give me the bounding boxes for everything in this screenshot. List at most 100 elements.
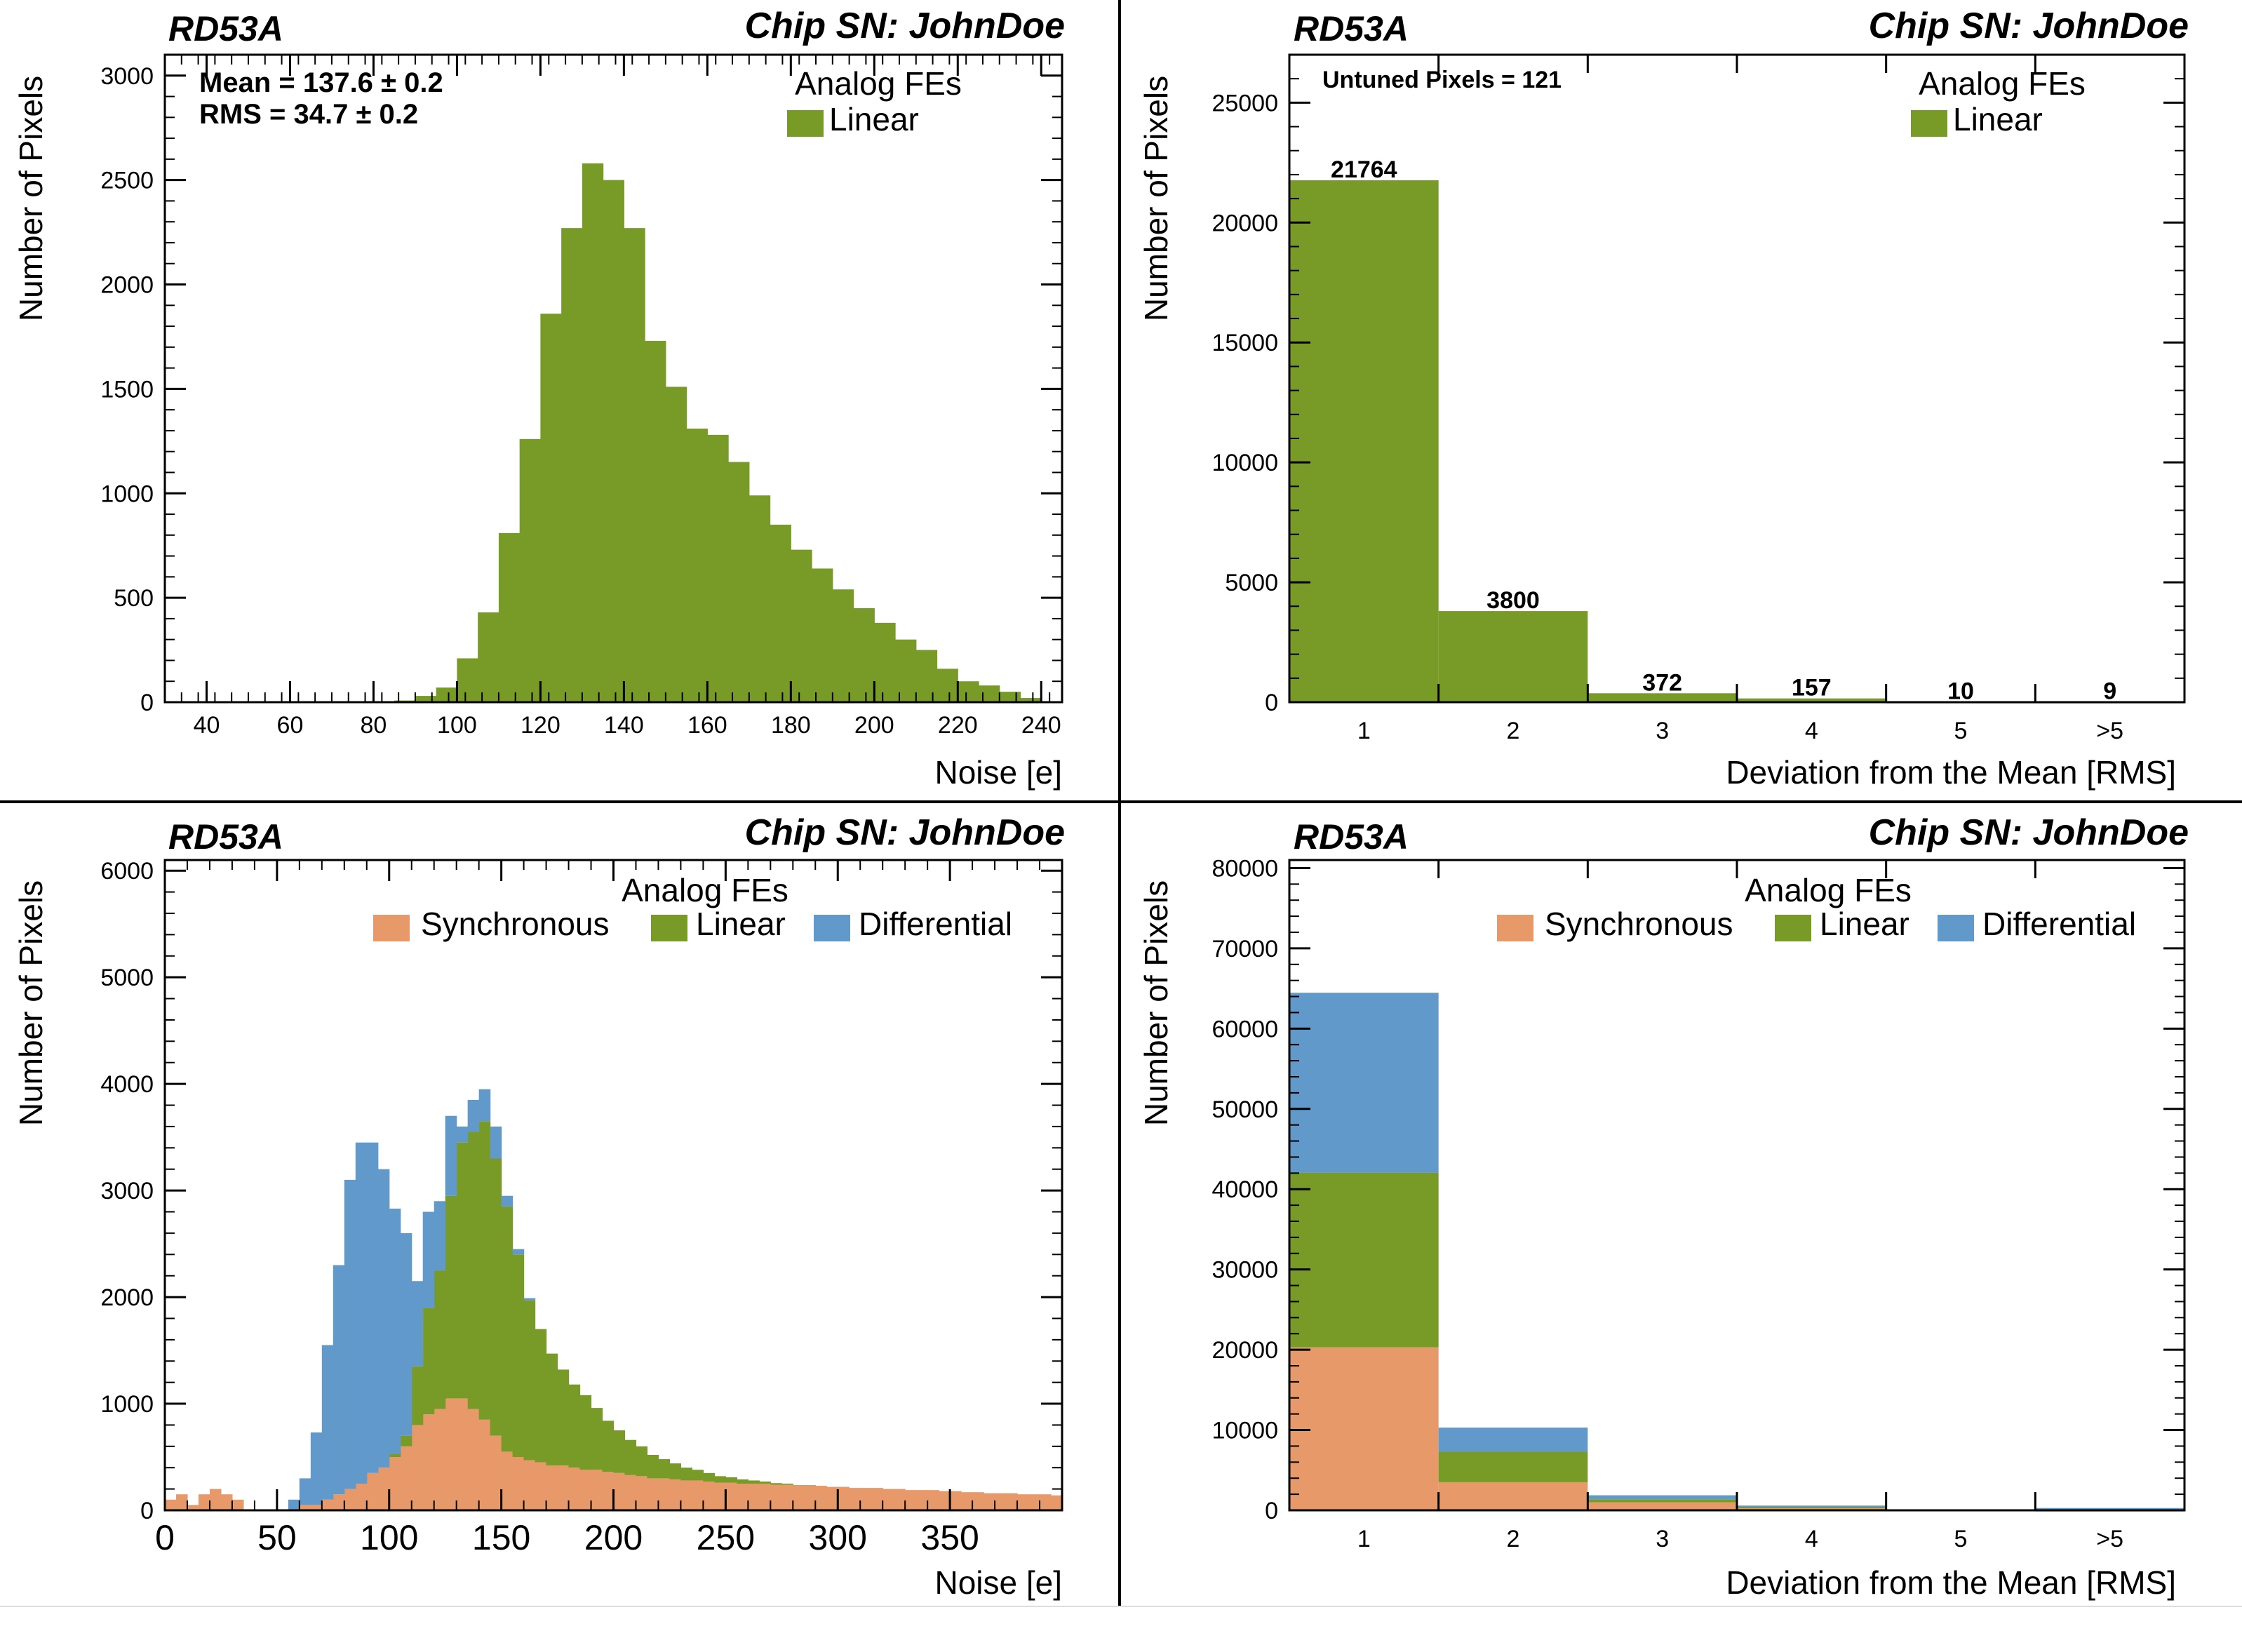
bar-linear bbox=[999, 692, 1021, 702]
stacked-deviation-bars bbox=[1289, 993, 2184, 1512]
y-tick-label: 70000 bbox=[1211, 936, 1278, 962]
bar-linear bbox=[415, 696, 437, 702]
y-tick-label: 25000 bbox=[1211, 90, 1278, 116]
chip-sn-label: Chip SN: JohnDoe bbox=[745, 812, 1065, 853]
y-tick-label: 5000 bbox=[100, 965, 154, 991]
legend-label-differential: Differential bbox=[1982, 906, 2136, 942]
bar-linear bbox=[793, 1485, 805, 1486]
bar-linear bbox=[434, 1270, 446, 1409]
bar-synchronous bbox=[1289, 1347, 1439, 1510]
bar-linear bbox=[478, 1121, 491, 1420]
bar-synchronous bbox=[882, 1489, 894, 1510]
bar-linear bbox=[728, 462, 750, 702]
bar-synchronous bbox=[1737, 1507, 1886, 1510]
bar-synchronous bbox=[1028, 1494, 1040, 1510]
bar-value-label: 10 bbox=[1947, 678, 1974, 705]
bar-synchronous bbox=[624, 1475, 637, 1510]
bar-synchronous bbox=[737, 1484, 749, 1510]
bar-differential bbox=[1737, 1505, 1886, 1507]
bar-linear bbox=[540, 314, 562, 702]
bar-linear bbox=[602, 1421, 615, 1472]
stacked-histogram-bars bbox=[165, 1089, 1063, 1510]
bar-synchronous bbox=[849, 1488, 861, 1510]
bar-linear bbox=[546, 1353, 558, 1466]
bar-synchronous bbox=[770, 1484, 782, 1510]
rd53a-label: RD53A bbox=[168, 9, 283, 48]
bar-synchronous bbox=[299, 1505, 311, 1510]
bar-differential bbox=[490, 1126, 502, 1159]
bar-linear bbox=[478, 612, 499, 702]
bar-linear bbox=[561, 228, 583, 702]
bar-differential bbox=[467, 1099, 480, 1132]
x-category-label: 2 bbox=[1507, 718, 1520, 744]
bar-differential bbox=[355, 1142, 368, 1484]
bar-synchronous bbox=[501, 1451, 513, 1510]
bar-linear bbox=[853, 608, 875, 702]
legend-label-synchronous: Synchronous bbox=[1545, 906, 1733, 942]
bar-differential bbox=[434, 1201, 446, 1271]
bar-differential bbox=[299, 1478, 311, 1505]
x-category-label: 4 bbox=[1805, 1526, 1818, 1552]
bar-linear bbox=[1737, 1506, 1886, 1508]
bar-linear bbox=[436, 687, 458, 702]
bar-linear bbox=[804, 1485, 816, 1486]
chip-sn-label: Chip SN: JohnDoe bbox=[1869, 6, 2189, 46]
y-tick-label: 50000 bbox=[1211, 1096, 1278, 1123]
bar-differential bbox=[288, 1499, 300, 1510]
x-tick-label: 0 bbox=[155, 1518, 175, 1557]
bar-value-label: 372 bbox=[1642, 669, 1682, 696]
x-tick-label: 80 bbox=[361, 712, 387, 739]
x-tick-label: 350 bbox=[920, 1518, 979, 1557]
legend-swatch-linear bbox=[1911, 110, 1947, 137]
legend-label-linear: Linear bbox=[829, 101, 919, 137]
bar-linear bbox=[937, 669, 958, 702]
bar-synchronous bbox=[512, 1457, 525, 1510]
bar-linear bbox=[874, 622, 896, 702]
bar-differential bbox=[411, 1281, 424, 1366]
bar-linear bbox=[568, 1384, 581, 1468]
bar-linear bbox=[680, 1468, 693, 1481]
bar-linear bbox=[1289, 180, 1439, 702]
y-tick-label: 3000 bbox=[100, 63, 154, 90]
bar-differential bbox=[1587, 1495, 1737, 1500]
bar-synchronous bbox=[434, 1409, 446, 1510]
bar-linear bbox=[519, 438, 541, 702]
x-tick-label: 120 bbox=[521, 712, 560, 739]
bar-differential bbox=[377, 1169, 390, 1468]
bar-linear bbox=[645, 340, 666, 702]
bar-linear bbox=[812, 568, 833, 702]
x-tick-label: 200 bbox=[584, 1518, 643, 1557]
bar-synchronous bbox=[984, 1493, 995, 1510]
bar-linear bbox=[665, 387, 687, 702]
bar-linear bbox=[737, 1479, 749, 1484]
bar-linear bbox=[501, 1206, 513, 1452]
bar-synchronous bbox=[669, 1479, 682, 1510]
bar-linear bbox=[791, 549, 812, 702]
bar-linear bbox=[748, 1480, 760, 1484]
x-category-label: >5 bbox=[2096, 718, 2123, 744]
bar-differential bbox=[422, 1211, 435, 1308]
bar-linear bbox=[591, 1408, 603, 1470]
legend-label-linear: Linear bbox=[1953, 101, 2043, 137]
bar-linear bbox=[1289, 1172, 1439, 1348]
bar-synchronous bbox=[995, 1493, 1007, 1510]
stats-rms: RMS = 34.7 ± 0.2 bbox=[199, 99, 418, 130]
legend-label-linear: Linear bbox=[696, 906, 786, 942]
bar-linear bbox=[456, 1142, 469, 1399]
bar-linear bbox=[915, 650, 938, 702]
deviation-bars-linear bbox=[1289, 180, 2184, 704]
x-category-label: 4 bbox=[1805, 718, 1818, 744]
bar-synchronous bbox=[310, 1505, 323, 1510]
bar-synchronous bbox=[209, 1489, 222, 1510]
panel-noise-linear: 40 60 80 100 120 140 160 180 200 220 240 0 500 1000 1… bbox=[13, 6, 1065, 791]
bar-synchronous bbox=[725, 1482, 737, 1510]
x-tick-label: 180 bbox=[771, 712, 811, 739]
bar-linear bbox=[714, 1476, 726, 1483]
bar-synchronous bbox=[759, 1484, 771, 1510]
bar-synchronous bbox=[400, 1446, 412, 1510]
x-tick-label: 100 bbox=[437, 712, 477, 739]
y-tick-label: 20000 bbox=[1211, 1337, 1278, 1364]
legend-title: Analog FEs bbox=[1919, 65, 2086, 102]
bar-differential bbox=[2035, 1507, 2184, 1510]
x-tick-label: 250 bbox=[697, 1518, 755, 1557]
